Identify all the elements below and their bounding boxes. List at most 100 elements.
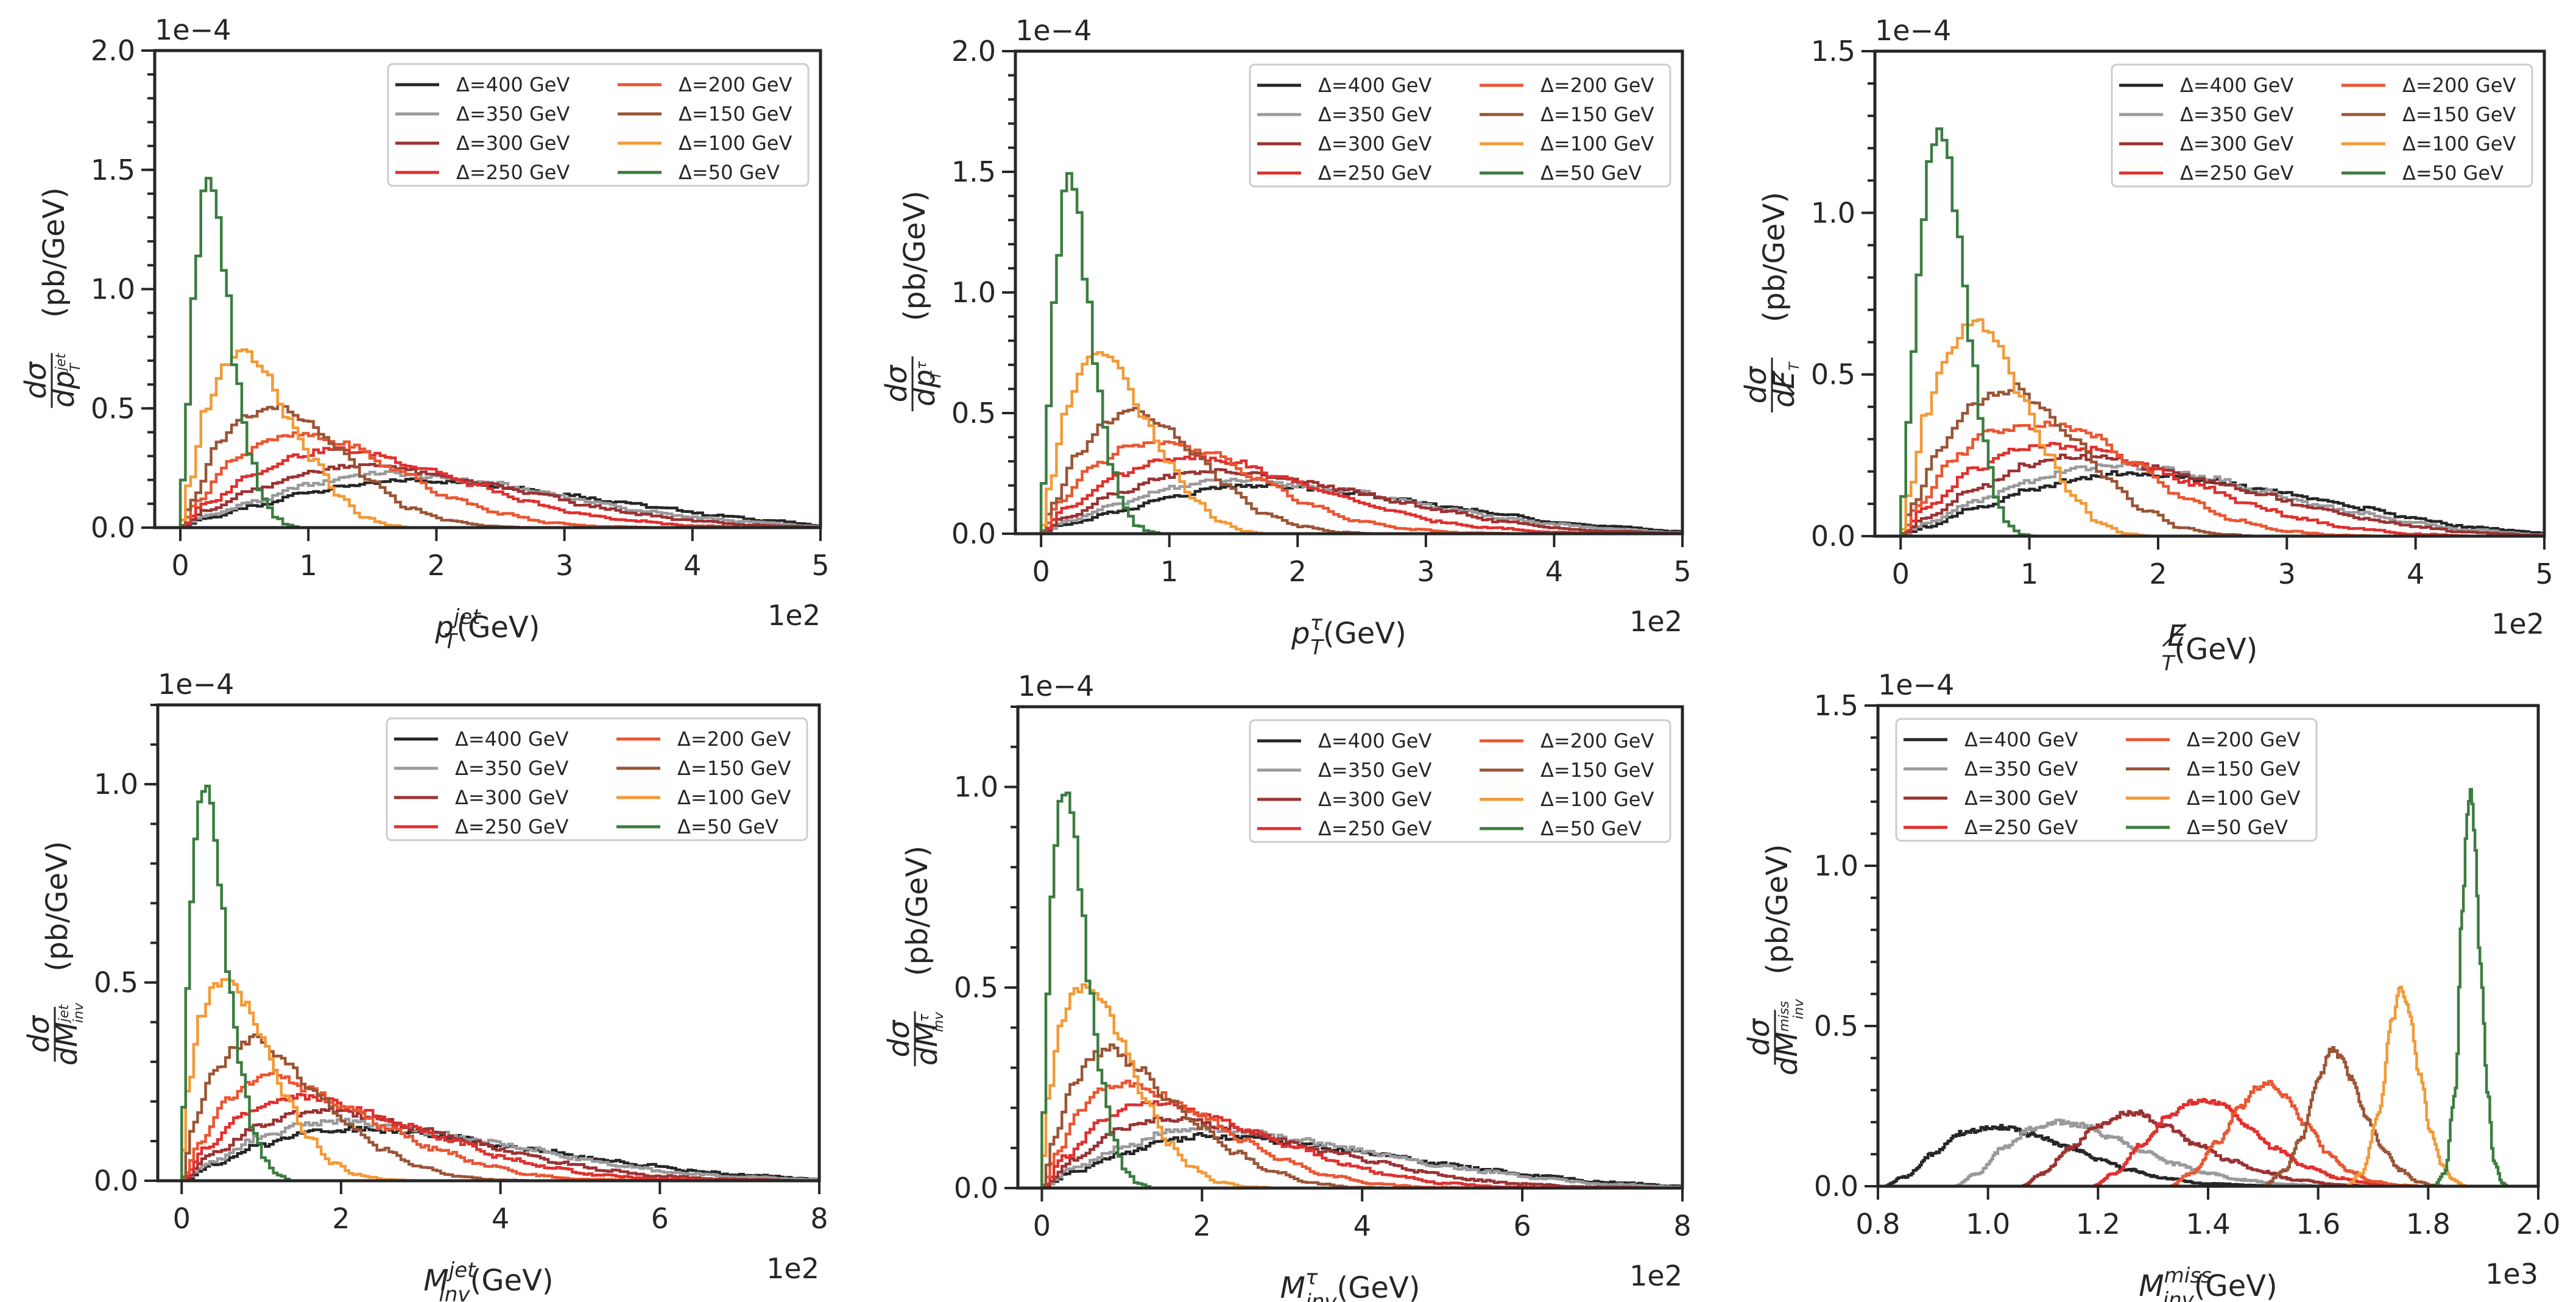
y-offset-label: 1e−4 [1875, 14, 1951, 47]
x-tick-label: 0 [173, 1202, 191, 1235]
x-offset-label: 1e3 [2485, 1258, 2538, 1290]
x-tick-label: 1.2 [2076, 1208, 2120, 1240]
svg-text:(pb/GeV): (pb/GeV) [1760, 844, 1794, 974]
legend-label: Δ=300 GeV [2180, 132, 2293, 155]
y-tick-label: 1.5 [1811, 35, 1855, 68]
y-tick-label: 1.5 [951, 155, 996, 188]
series-line-100gev [1040, 983, 1282, 1188]
y-tick-label: 0.0 [951, 517, 996, 550]
series-line-250gev [1039, 454, 1621, 534]
series-line-150gev [180, 1033, 540, 1181]
y-tick-label: 0.0 [954, 1172, 998, 1205]
svg-text:dσ: dσ [882, 1019, 916, 1057]
y-tick-label: 1.0 [1811, 196, 1855, 229]
series-line-50gev [1039, 172, 1165, 534]
svg-text:(pb/GeV): (pb/GeV) [1757, 192, 1791, 322]
svg-text:dpjetT: dpjetT [47, 353, 83, 408]
legend-label: Δ=400 GeV [1318, 74, 1431, 97]
legend-label: Δ=350 GeV [455, 757, 568, 780]
x-tick-label: 2 [332, 1202, 350, 1235]
series-line-100gev [1039, 351, 1267, 534]
legend-frame [387, 63, 810, 187]
legend-label: Δ=350 GeV [1318, 103, 1431, 126]
series-line-300gev [1039, 468, 1682, 534]
x-tick-label: 8 [1673, 1209, 1691, 1242]
legend: Δ=400 GeV Δ=350 GeV Δ=300 GeV Δ=250 GeV Δ=20… [1249, 63, 1671, 188]
x-tick-label: 4 [492, 1202, 509, 1235]
x-tick-label: 1 [1160, 555, 1178, 588]
x-tick-label: 5 [1673, 555, 1691, 588]
svg-text:dMjetinv: dMjetinv [50, 1002, 86, 1066]
x-tick-label: 2.0 [2516, 1208, 2560, 1240]
svg-text:(pb/GeV): (pb/GeV) [898, 191, 932, 321]
legend-label: Δ=150 GeV [1540, 103, 1654, 126]
series-line-300gev [180, 1106, 819, 1181]
legend-label: Δ=200 GeV [679, 73, 792, 96]
legend-label: Δ=50 GeV [2187, 816, 2288, 839]
svg-text:(pb/GeV): (pb/GeV) [900, 846, 934, 976]
legend-label: Δ=350 GeV [456, 102, 570, 126]
series-line-200gev [2168, 1080, 2429, 1186]
x-tick-label: 4 [1353, 1209, 1371, 1242]
legend: Δ=400 GeV Δ=350 GeV Δ=300 GeV Δ=250 GeV Δ=20… [1249, 719, 1671, 843]
legend-label: Δ=100 GeV [1540, 788, 1654, 811]
legend-label: Δ=250 GeV [1318, 161, 1431, 185]
legend-label: Δ=300 GeV [1318, 132, 1431, 155]
series-line-250gev [1040, 1100, 1587, 1188]
legend-label: Δ=300 GeV [455, 786, 568, 809]
y-tick-label: 1.0 [94, 768, 138, 801]
legend-label: Δ=400 GeV [1318, 729, 1431, 752]
y-tick-label: 0.0 [1814, 1170, 1858, 1203]
legend-label: Δ=350 GeV [2180, 103, 2293, 126]
x-tick-label: 2 [1193, 1209, 1211, 1242]
svg-text:dpτT: dpτT [908, 361, 944, 406]
x-tick-label: 3 [1417, 555, 1434, 588]
series-group [178, 177, 820, 528]
legend-label: Δ=150 GeV [677, 757, 791, 780]
x-tick-label: 1 [2020, 557, 2038, 590]
legend-label: Δ=150 GeV [1540, 759, 1654, 782]
legend-label: Δ=200 GeV [1540, 729, 1654, 752]
series-line-100gev [180, 978, 421, 1181]
series-line-200gev [1040, 1080, 1491, 1188]
legend-label: Δ=50 GeV [1540, 161, 1642, 185]
legend-label: Δ=50 GeV [679, 161, 780, 184]
y-tick-label: 0.5 [1811, 358, 1855, 391]
series-line-50gev [178, 177, 303, 528]
series-line-150gev [1039, 406, 1375, 534]
legend-label: Δ=150 GeV [679, 102, 792, 126]
svg-text:dσ: dσ [1742, 1017, 1776, 1055]
x-tick-label: 0 [171, 549, 189, 582]
legend-label: Δ=350 GeV [1318, 759, 1431, 782]
legend-label: Δ=200 GeV [2402, 74, 2516, 97]
series-line-50gev [1899, 127, 2040, 536]
legend-label: Δ=150 GeV [2187, 757, 2300, 780]
x-offset-label: 1e2 [1629, 1259, 1682, 1292]
x-tick-label: 4 [683, 549, 701, 582]
series-line-150gev [1899, 382, 2261, 536]
x-tick-label: 0 [1032, 555, 1050, 588]
x-tick-label: 2 [2149, 557, 2167, 590]
y-tick-label: 0.5 [954, 971, 998, 1004]
panel-pt-jet: 0.0 0.5 1.0 1.5 2.0 0 1 2 3 4 5 1e−4 1e2 pjet T(GeV) dσ… [19, 13, 830, 654]
series-line-300gev [2020, 1109, 2374, 1186]
legend-label: Δ=50 GeV [2402, 161, 2504, 185]
legend-label: Δ=50 GeV [677, 815, 778, 838]
x-offset-label: 1e2 [1629, 605, 1682, 638]
svg-text:dE̸T: dE̸T [1767, 361, 1802, 408]
x-tick-label: 1.0 [1966, 1208, 2010, 1240]
y-tick-label: 0.5 [1814, 1010, 1858, 1042]
x-tick-label: 8 [810, 1202, 828, 1235]
legend-label: Δ=200 GeV [677, 727, 791, 751]
y-tick-label: 0.5 [951, 397, 996, 430]
x-tick-label: 2 [1289, 555, 1307, 588]
legend-label: Δ=100 GeV [2402, 132, 2516, 155]
series-line-350gev [180, 1117, 819, 1181]
legend-frame [1249, 719, 1671, 843]
svg-text:(pb/GeV): (pb/GeV) [37, 187, 71, 317]
legend-frame [386, 717, 808, 841]
